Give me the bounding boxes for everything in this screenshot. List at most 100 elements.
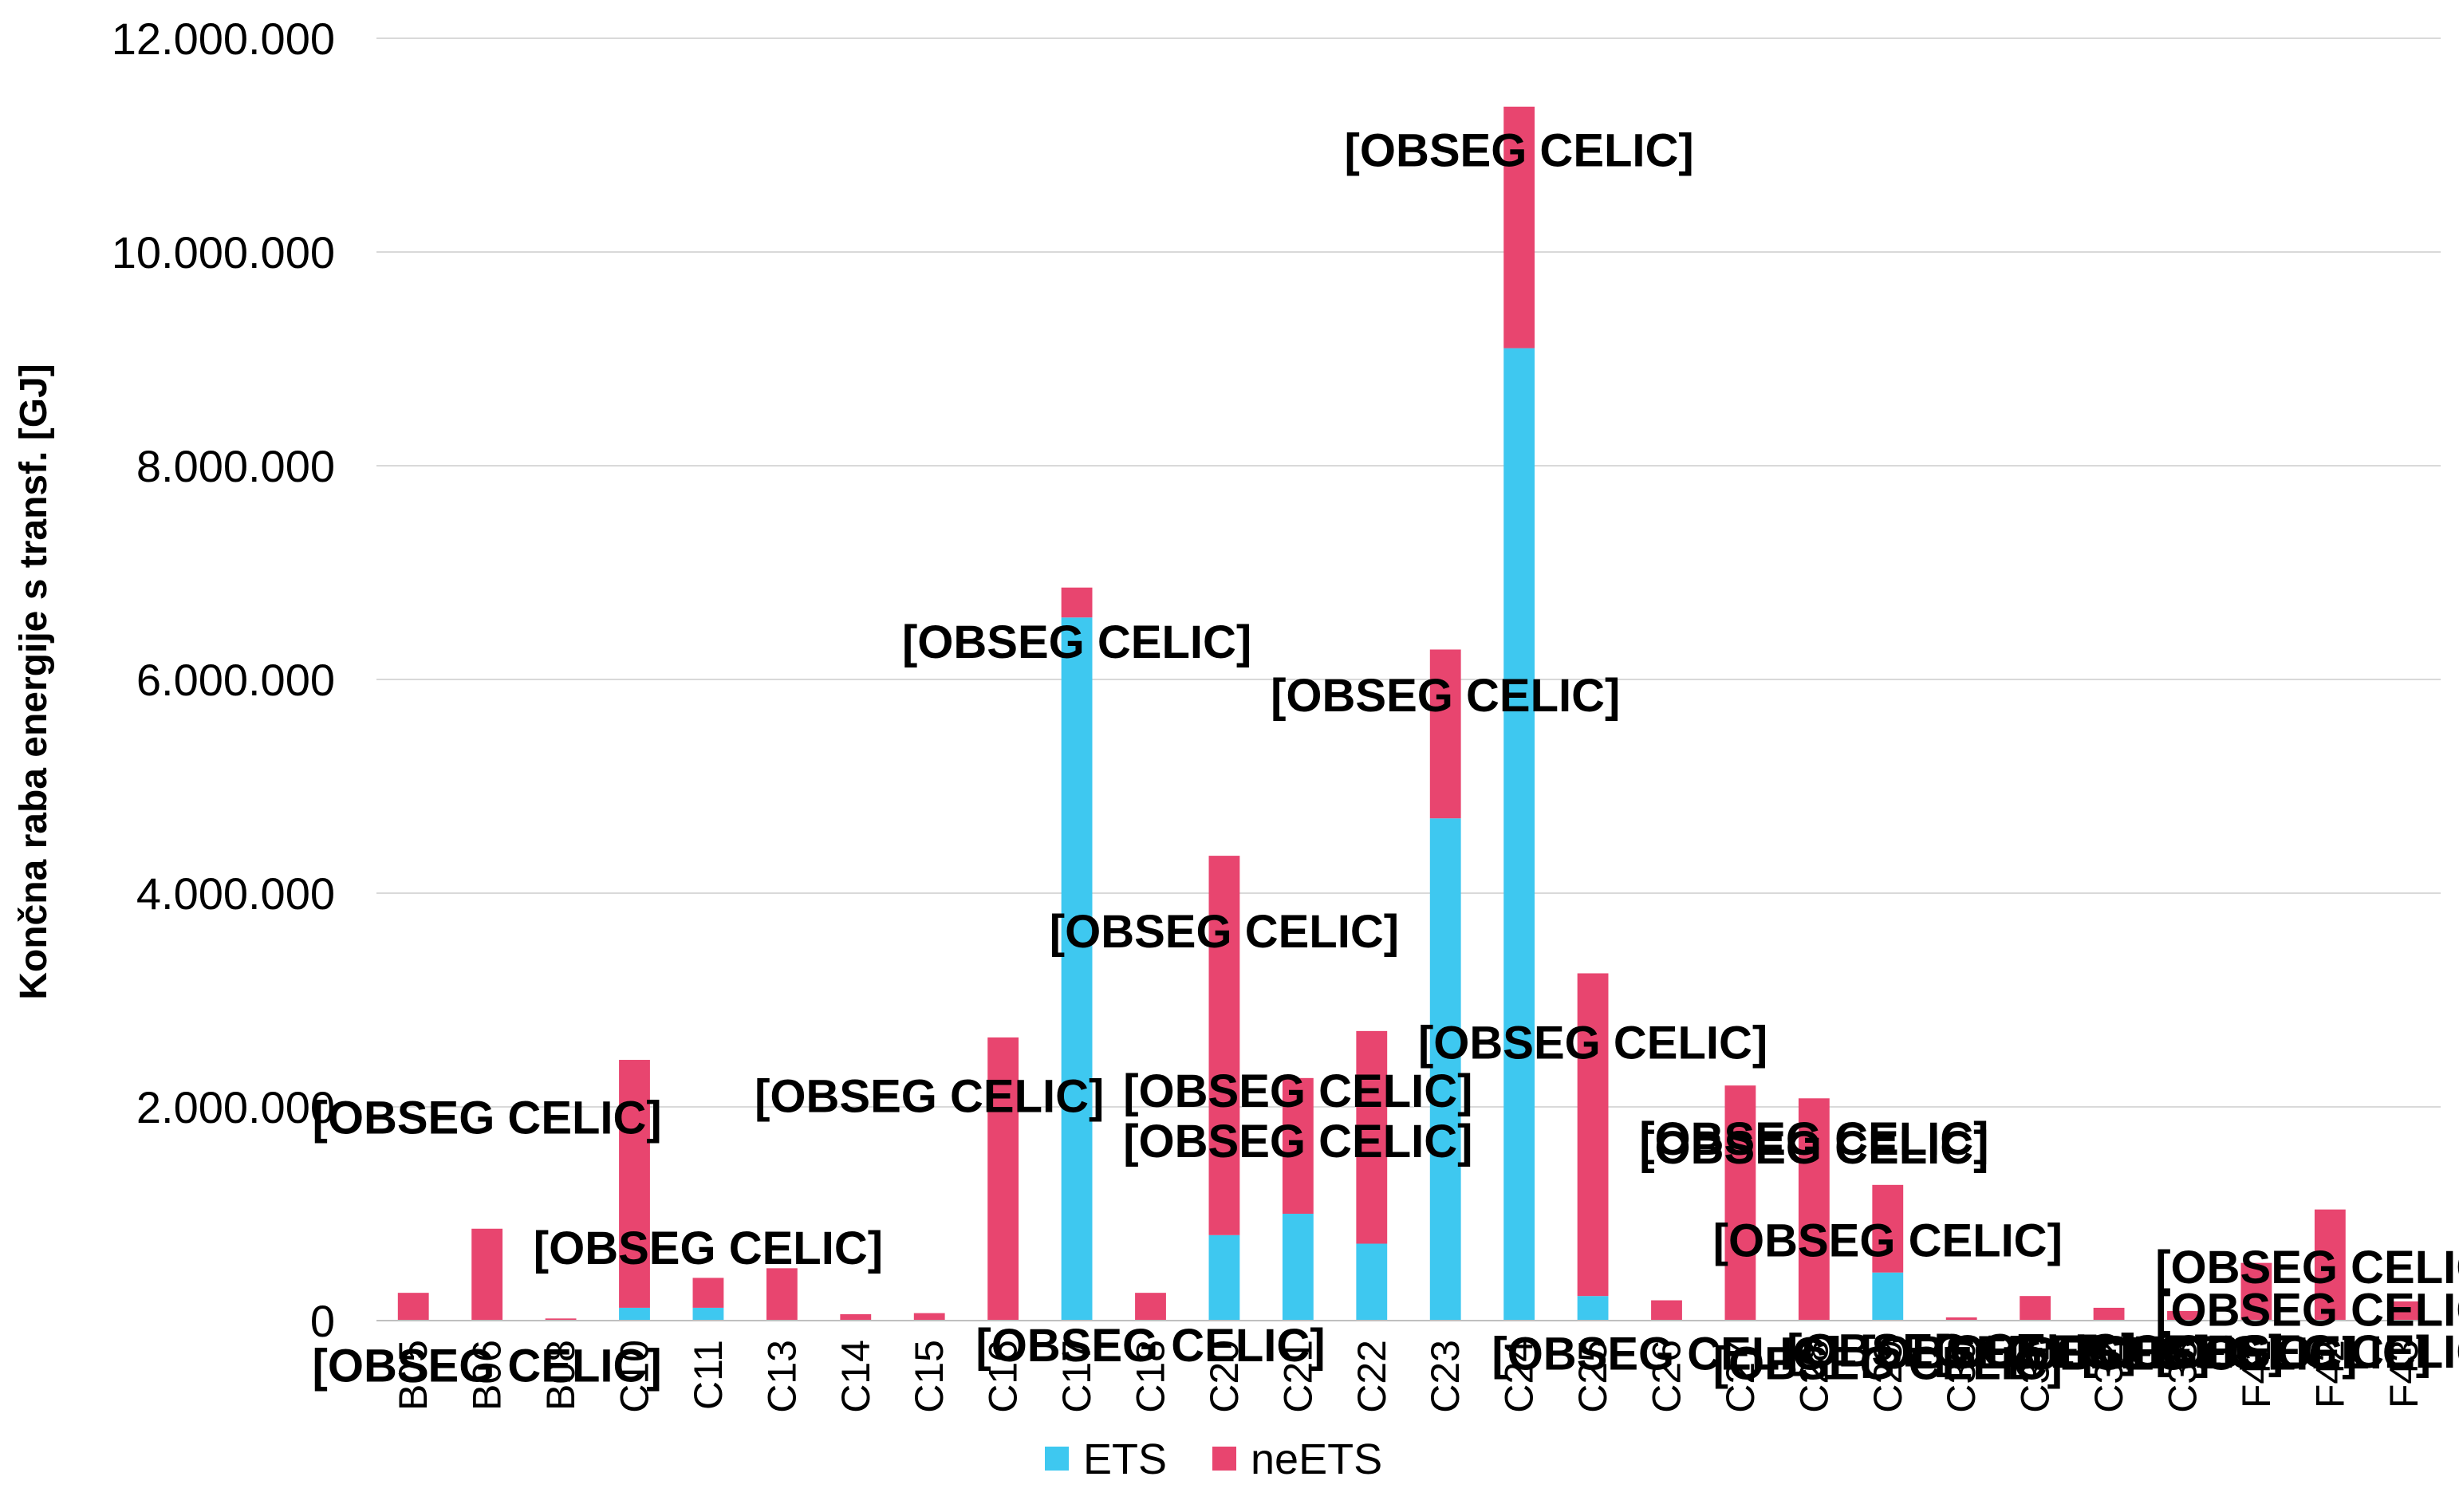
y-axis-ticks: 0 2.000.000 4.000.000 6.000.000 8.000.000 10.… [112,14,335,1346]
bar-neets-c22 [1356,1030,1388,1244]
bar-ets-c29 [1872,1272,1904,1321]
bar-neets-c25 [1577,973,1609,1297]
bar-neets-c28 [1798,1098,1830,1321]
y-tick-label: 4.000.000 [136,868,335,919]
legend-label-ets: ETS [1083,1435,1167,1483]
bar-neets-c30 [1945,1317,1977,1321]
legend-swatch-neets [1212,1447,1236,1471]
bar-neets-c21 [1282,1077,1314,1214]
x-tick-label: C24 [1497,1340,1542,1413]
bar-ets-c24 [1503,348,1535,1321]
data-label: [OBSEG CELIC] [1418,1018,1767,1069]
legend: ETS neETS [1045,1435,1382,1483]
data-label: [OBSEG CELIC] [1713,1215,2063,1267]
bar-ets-c21 [1282,1214,1314,1321]
x-axis-ticks: B05 B06 B08 C10 C11 C13 C14 C15 C16 C17 C18 C20 C21 C… [391,1340,2426,1413]
bar-neets-f43 [2388,1301,2420,1321]
data-label: [OBSEG CELIC] [975,1320,1325,1372]
x-tick-label: C26 [1645,1340,1689,1413]
data-label: [OBSEG CELIC] [755,1071,1104,1123]
data-label: [OBSEG CELIC] [1639,1122,1988,1174]
y-tick-label: 8.000.000 [136,441,335,491]
bar-neets-c18 [1135,1293,1166,1321]
x-tick-label: B05 [391,1340,435,1411]
x-tick-label: F41 [2234,1340,2279,1408]
bar-neets-c33 [2167,1310,2198,1321]
x-tick-label: C22 [1350,1340,1394,1413]
bar-ets-c23 [1429,818,1461,1321]
x-tick-label: C27 [1718,1340,1763,1413]
x-tick-label: B08 [538,1340,583,1411]
data-label: [OBSEG CELIC] [2155,1242,2459,1293]
bar-neets-b08 [545,1318,577,1321]
bar-ets-c20 [1208,1234,1240,1321]
x-tick-label: C23 [1423,1340,1468,1413]
x-tick-label: C13 [759,1340,804,1413]
data-label: [OBSEG CELIC] [534,1223,883,1274]
data-label: [OBSEG CELIC] [313,1340,662,1392]
data-label: [OBSEG CELIC] [2008,1329,2357,1380]
x-tick-label: C31 [2013,1340,2058,1413]
data-label: [OBSEG CELIC] [1123,1116,1472,1167]
bar-ets-c17 [1061,617,1093,1321]
bar-neets-f42 [2314,1209,2346,1321]
y-axis-title: Končna raba energije s transf. [GJ] [13,364,55,1000]
data-label: [OBSEG CELIC] [1639,1113,1988,1165]
x-tick-label: C18 [1129,1340,1173,1413]
y-tick-label: 10.000.000 [112,227,335,278]
x-tick-label: C14 [833,1340,878,1413]
data-label: [OBSEG CELIC] [1050,906,1399,958]
x-tick-label: C33 [2161,1340,2205,1413]
bar-neets-b05 [397,1293,429,1321]
x-tick-label: C10 [613,1340,657,1413]
bar-ets-c22 [1356,1243,1388,1321]
data-labels: [OBSEG CELIC][OBSEG CELIC][OBSEG CELIC][… [313,125,2459,1392]
data-label: [OBSEG CELIC] [1271,670,1620,722]
bar-ets-c11 [692,1307,724,1321]
bar-neets-b06 [471,1228,503,1321]
x-tick-label: C20 [1202,1340,1247,1413]
x-tick-label: C16 [981,1340,1026,1413]
data-label: [OBSEG CELIC] [1713,1338,2063,1390]
data-label: [OBSEG CELIC] [2155,1285,2459,1337]
y-tick-label: 6.000.000 [136,655,335,705]
x-tick-label: C29 [1866,1340,1910,1413]
data-label: [OBSEG CELIC] [1787,1325,2136,1377]
bar-neets-c16 [987,1037,1019,1321]
x-tick-label: C17 [1054,1340,1099,1413]
y-tick-label: 2.000.000 [136,1082,335,1132]
bar-neets-c20 [1208,856,1240,1235]
data-label: [OBSEG CELIC] [1934,1326,2284,1378]
x-tick-label: B06 [465,1340,510,1411]
data-label: [OBSEG CELIC] [1123,1065,1472,1117]
x-tick-label: C21 [1275,1340,1320,1413]
bar-neets-c26 [1651,1300,1682,1321]
bar-neets-c31 [2020,1296,2051,1321]
bar-neets-c11 [692,1278,724,1308]
x-tick-label: C11 [686,1340,731,1410]
bar-ets-c10 [619,1307,650,1321]
bar-neets-c14 [840,1313,872,1321]
bar-neets-c10 [619,1060,650,1308]
bar-neets-c13 [766,1268,798,1321]
bar-neets-c17 [1061,587,1093,618]
legend-swatch-ets [1045,1447,1069,1471]
gridlines [376,37,2441,1108]
bar-neets-c15 [913,1313,945,1321]
data-label: [OBSEG CELIC] [1345,125,1694,177]
bar-neets-c29 [1872,1184,1904,1273]
bar-ets-c25 [1577,1296,1609,1321]
x-tick-label: C15 [907,1340,952,1413]
data-label: [OBSEG CELIC] [313,1092,662,1144]
data-label: [OBSEG CELIC] [2155,1326,2459,1378]
x-tick-label: F42 [2307,1340,2352,1408]
bar-neets-c32 [2093,1307,2125,1321]
y-tick-label: 12.000.000 [112,14,335,64]
data-label: [OBSEG CELIC] [1492,1329,1841,1380]
bars [397,106,2420,1321]
x-tick-label: C32 [2087,1340,2131,1413]
data-label: [OBSEG CELIC] [2082,1327,2431,1379]
bar-neets-c24 [1503,106,1535,348]
bar-neets-f41 [2240,1262,2272,1321]
